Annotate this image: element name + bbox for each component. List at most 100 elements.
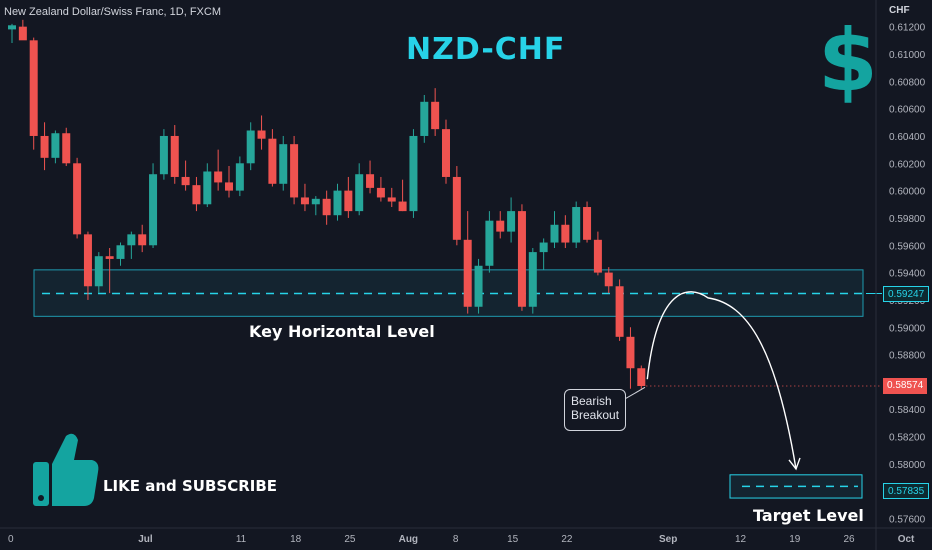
x-tick-label: 18 bbox=[290, 534, 302, 545]
candle bbox=[626, 327, 635, 389]
candle bbox=[181, 160, 190, 191]
candle-body bbox=[561, 224, 570, 243]
candle-body bbox=[300, 197, 309, 205]
projection-arrowhead bbox=[788, 457, 801, 471]
candle-body bbox=[225, 182, 233, 191]
candle-body bbox=[474, 265, 483, 307]
candle-body bbox=[138, 234, 147, 246]
candle-body bbox=[528, 252, 537, 307]
candle bbox=[257, 115, 266, 150]
callout-line-1: Bearish bbox=[571, 394, 612, 408]
projection-curve bbox=[646, 291, 797, 470]
candle-body bbox=[604, 272, 613, 287]
candle bbox=[344, 176, 353, 218]
x-tick-label: 0 bbox=[8, 534, 14, 545]
candle-body bbox=[94, 256, 103, 287]
candle-body bbox=[420, 101, 429, 136]
candle bbox=[138, 224, 147, 253]
y-tick-label: 0.59600 bbox=[889, 241, 926, 252]
candle bbox=[517, 204, 526, 311]
y-tick-label: 0.59400 bbox=[889, 269, 926, 280]
candle-body bbox=[463, 239, 472, 307]
candle-body bbox=[51, 133, 60, 158]
symbol-title[interactable]: New Zealand Dollar/Swiss Franc, 1D, FXCM bbox=[4, 6, 222, 18]
candle bbox=[322, 190, 331, 225]
candle-body bbox=[116, 245, 125, 259]
candle bbox=[637, 365, 646, 389]
candle bbox=[463, 211, 472, 314]
candle-body bbox=[409, 135, 418, 212]
candle bbox=[159, 129, 168, 180]
x-tick-label: 15 bbox=[507, 534, 519, 545]
candle bbox=[398, 179, 407, 212]
candle bbox=[387, 187, 396, 208]
candle-body bbox=[333, 190, 342, 216]
candle bbox=[496, 211, 505, 239]
x-tick-label: 19 bbox=[789, 534, 801, 545]
candle bbox=[420, 94, 429, 143]
y-tick-label: 0.61200 bbox=[889, 23, 926, 34]
callout-pointer bbox=[625, 386, 646, 399]
candle-body bbox=[73, 163, 82, 235]
x-tick-label: 8 bbox=[453, 534, 459, 545]
y-tick-label: 0.60800 bbox=[889, 77, 926, 88]
candle-body bbox=[159, 135, 168, 175]
candle-body bbox=[376, 187, 385, 198]
candle bbox=[127, 231, 136, 259]
candle-body bbox=[496, 220, 505, 232]
candle bbox=[593, 231, 602, 276]
candle bbox=[225, 166, 233, 198]
candle-body bbox=[170, 135, 179, 177]
candle-body bbox=[539, 242, 548, 253]
x-tick-label: 25 bbox=[344, 534, 356, 545]
candle-body bbox=[149, 174, 158, 246]
y-tick-label: 0.58800 bbox=[889, 351, 926, 362]
candle bbox=[29, 37, 38, 150]
candle-body bbox=[517, 211, 526, 307]
x-tick-label: 26 bbox=[843, 534, 855, 545]
candle bbox=[431, 88, 440, 136]
candle bbox=[300, 183, 309, 212]
candle bbox=[528, 248, 537, 314]
target-zone bbox=[729, 474, 863, 499]
candle-body bbox=[615, 286, 624, 337]
key-level-price-badge: 0.59247 bbox=[883, 286, 930, 302]
candle bbox=[615, 279, 624, 341]
candle bbox=[94, 252, 103, 294]
thumbs-up-icon bbox=[33, 433, 99, 506]
x-tick-label: Jul bbox=[138, 534, 153, 545]
candle bbox=[214, 149, 223, 191]
candle-body bbox=[214, 171, 223, 183]
candle bbox=[116, 242, 125, 266]
candle bbox=[409, 129, 418, 218]
y-tick-label: 0.60000 bbox=[889, 187, 926, 198]
candle bbox=[474, 258, 483, 314]
candle-body bbox=[105, 256, 114, 259]
candle-body bbox=[366, 174, 375, 188]
callout-line-2: Breakout bbox=[571, 408, 620, 422]
candle-body bbox=[431, 101, 440, 130]
y-tick-label: 0.58000 bbox=[889, 460, 926, 471]
candle bbox=[149, 163, 158, 249]
y-tick-label: 0.60200 bbox=[889, 159, 926, 170]
candle-body bbox=[257, 130, 266, 139]
candle-body bbox=[83, 234, 92, 287]
candle bbox=[192, 176, 201, 212]
bearish-breakout-callout: Bearish Breakout bbox=[564, 389, 626, 431]
candle-body bbox=[127, 234, 136, 246]
candle bbox=[485, 211, 494, 273]
candle bbox=[290, 135, 299, 205]
candle-body bbox=[235, 163, 244, 191]
candle bbox=[355, 163, 364, 216]
candle-body bbox=[279, 144, 288, 184]
candle-body bbox=[593, 239, 602, 273]
candle bbox=[376, 176, 385, 202]
candle-body bbox=[29, 40, 38, 136]
candle bbox=[333, 183, 342, 221]
candle bbox=[311, 196, 320, 216]
candle-body bbox=[572, 207, 581, 243]
candle-body bbox=[387, 197, 396, 202]
candle bbox=[572, 201, 581, 249]
candle-body bbox=[442, 129, 450, 177]
